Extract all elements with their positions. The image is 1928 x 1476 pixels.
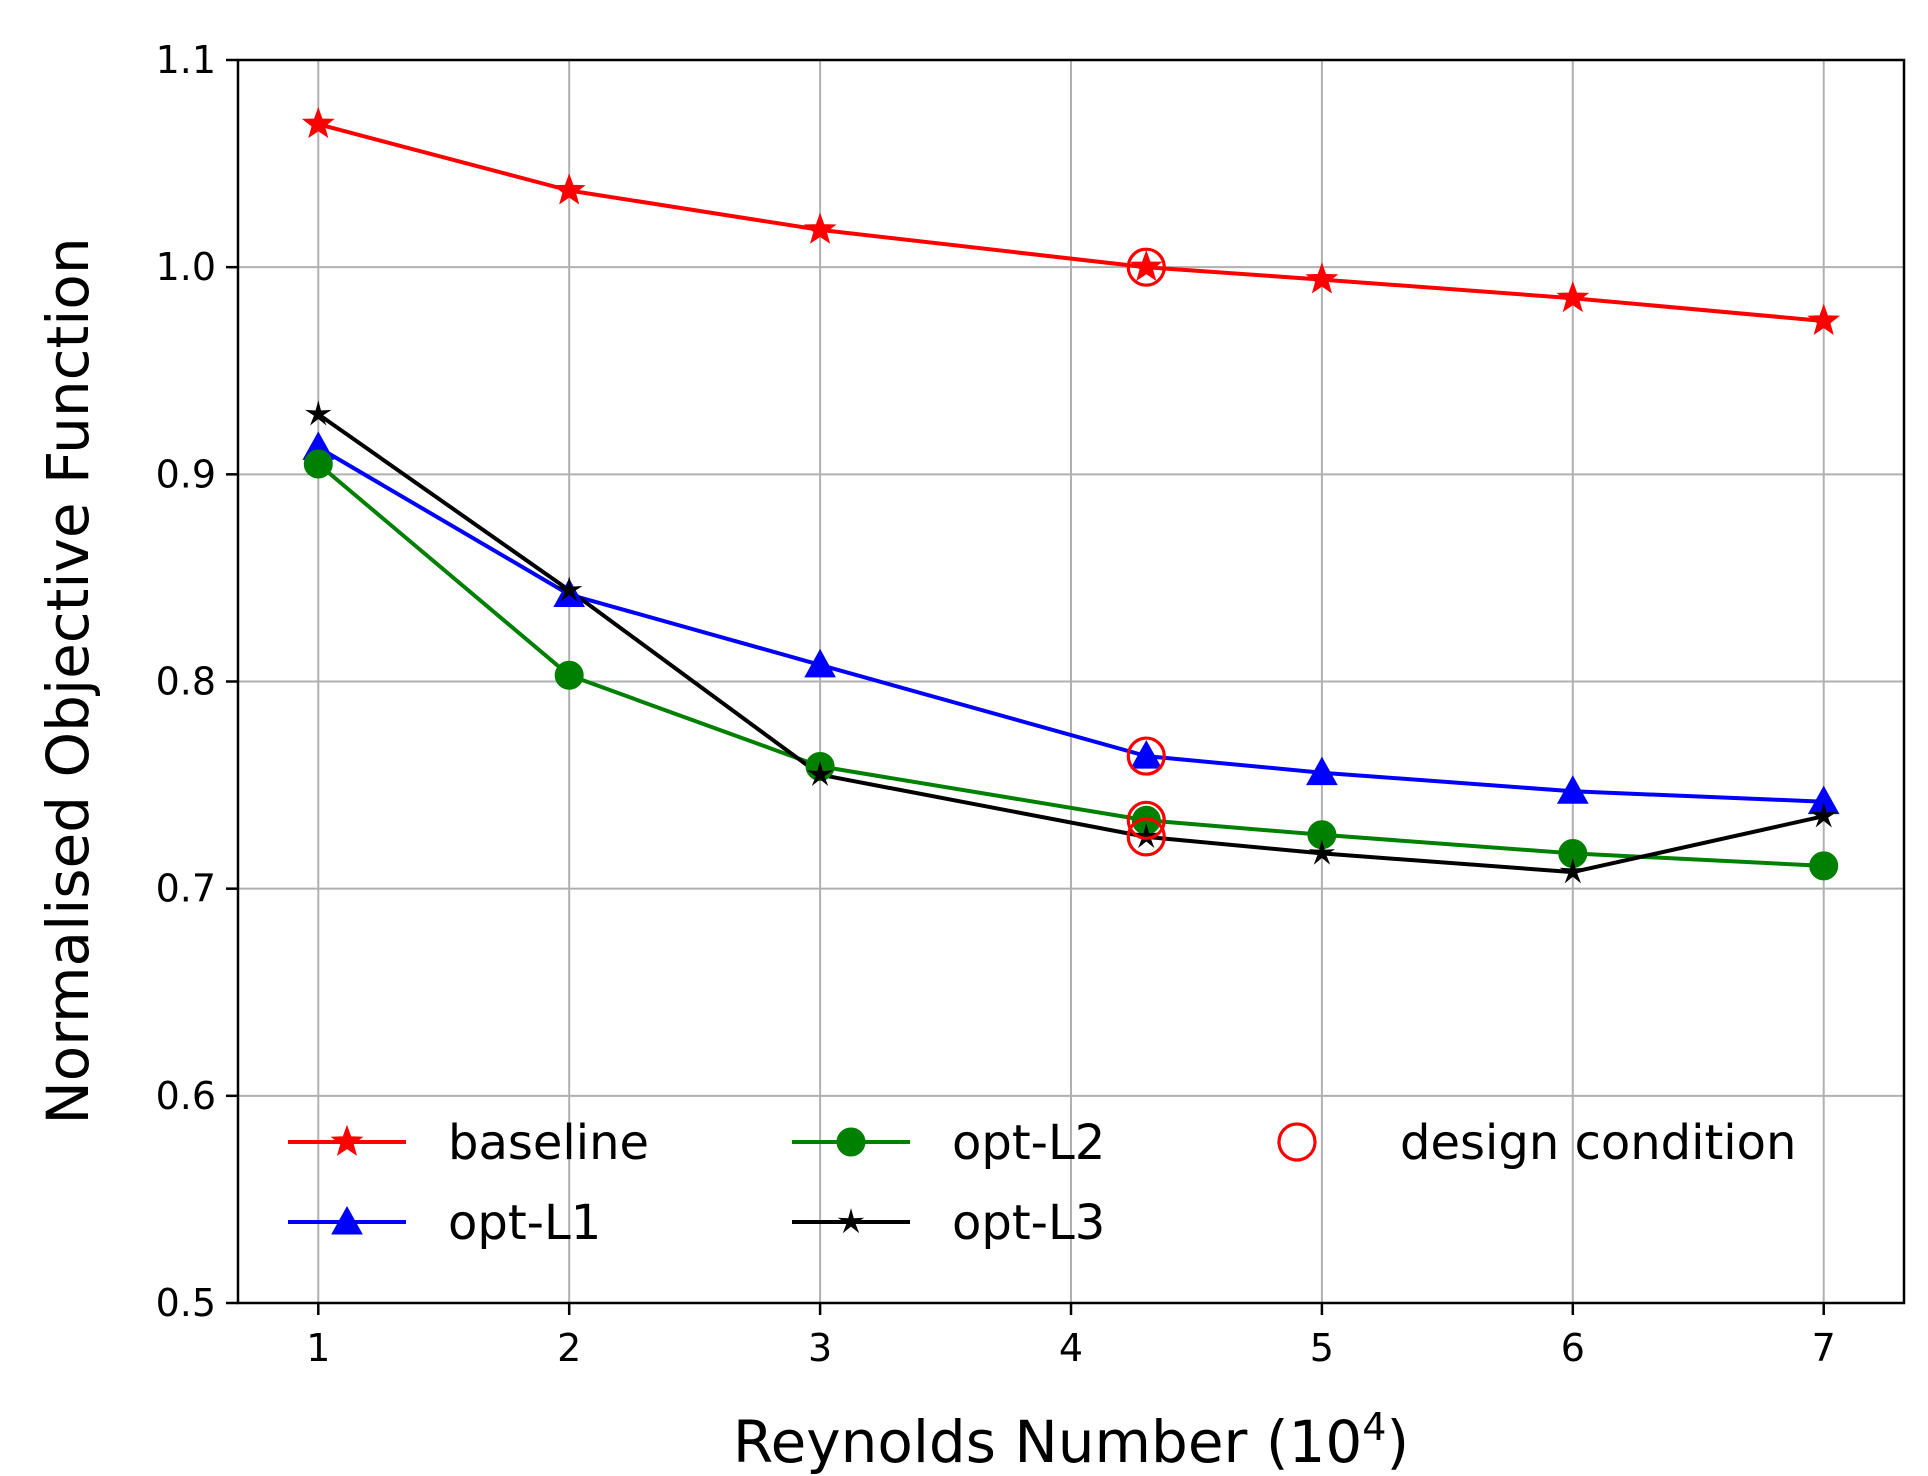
design-condition-point xyxy=(1126,817,1166,857)
data-point-opt-l3 xyxy=(1308,839,1336,865)
legend-marker-opt-l2 xyxy=(836,1127,866,1157)
y-tick-label: 0.9 xyxy=(156,452,216,496)
x-axis-title-unit-exp: 4 xyxy=(1362,1405,1386,1449)
y-tick-label: 0.5 xyxy=(156,1281,216,1325)
data-point-opt-l3 xyxy=(1810,802,1837,828)
data-point-baseline xyxy=(301,107,335,139)
design-condition-point xyxy=(1126,247,1166,287)
legend-label-opt-l1: opt-L1 xyxy=(448,1195,601,1251)
legend-marker-design-condition xyxy=(1277,1122,1317,1162)
x-tick-label: 7 xyxy=(1812,1326,1836,1370)
data-point-baseline xyxy=(1556,281,1590,313)
legend-marker-baseline xyxy=(330,1124,364,1156)
design-condition-point xyxy=(1126,736,1166,776)
data-point-baseline xyxy=(1305,262,1339,294)
x-tick-label: 5 xyxy=(1310,1326,1334,1370)
design-condition-markers xyxy=(1126,247,1166,857)
y-tick-label: 0.6 xyxy=(156,1074,216,1118)
x-tick-label: 4 xyxy=(1059,1326,1083,1370)
legend: baseline opt-L1 opt-L2 opt-L3 design conditi… xyxy=(288,1115,1796,1251)
data-point-baseline xyxy=(552,173,586,205)
legend-label-opt-l3: opt-L3 xyxy=(952,1195,1105,1251)
y-tick-label: 0.8 xyxy=(156,660,216,704)
x-axis-ticks: 1 2 3 4 5 6 7 xyxy=(306,1303,1836,1370)
data-point-baseline xyxy=(1807,303,1841,335)
data-point-baseline xyxy=(803,212,837,244)
series-markers xyxy=(301,107,1841,884)
legend-label-opt-l2: opt-L2 xyxy=(952,1115,1105,1171)
data-point-opt-l3 xyxy=(806,760,834,786)
y-tick-label: 1.0 xyxy=(156,245,216,289)
x-axis-title-open-paren: ( xyxy=(1247,1408,1288,1476)
x-tick-label: 1 xyxy=(306,1326,330,1370)
x-axis-title-unit-base: 10 xyxy=(1288,1408,1362,1476)
x-tick-label: 3 xyxy=(808,1326,832,1370)
data-point-opt-l2 xyxy=(1809,851,1839,881)
design-condition-point xyxy=(1126,800,1166,840)
data-point-opt-l1 xyxy=(804,648,836,678)
y-tick-label: 0.7 xyxy=(156,867,216,911)
x-tick-label: 2 xyxy=(557,1326,581,1370)
data-point-opt-l3 xyxy=(305,400,332,426)
data-point-opt-l2 xyxy=(554,660,584,690)
data-point-opt-l3 xyxy=(555,576,583,602)
legend-label-design-condition: design condition xyxy=(1400,1115,1796,1171)
y-axis-title: Normalised Objective Function xyxy=(34,237,102,1124)
data-point-opt-l1 xyxy=(1306,756,1338,786)
x-tick-label: 6 xyxy=(1561,1326,1585,1370)
x-axis-title: Reynolds Number (104) xyxy=(733,1405,1409,1476)
x-axis-title-main: Reynolds Number xyxy=(733,1408,1248,1476)
data-point-baseline xyxy=(1129,250,1163,282)
legend-marker-opt-l3 xyxy=(837,1208,865,1234)
y-axis-ticks: 0.5 0.6 0.7 0.8 0.9 1.0 1.1 xyxy=(156,38,238,1325)
x-axis-title-close-paren: ) xyxy=(1386,1408,1409,1476)
data-point-opt-l3 xyxy=(1559,858,1587,884)
legend-label-baseline: baseline xyxy=(448,1115,649,1171)
y-tick-label: 1.1 xyxy=(156,38,216,82)
data-point-opt-l1 xyxy=(1556,775,1589,804)
legend-marker-opt-l1 xyxy=(331,1205,363,1235)
data-point-opt-l1 xyxy=(1130,740,1163,769)
data-point-opt-l2 xyxy=(303,449,333,479)
data-point-opt-l3 xyxy=(1133,822,1160,849)
